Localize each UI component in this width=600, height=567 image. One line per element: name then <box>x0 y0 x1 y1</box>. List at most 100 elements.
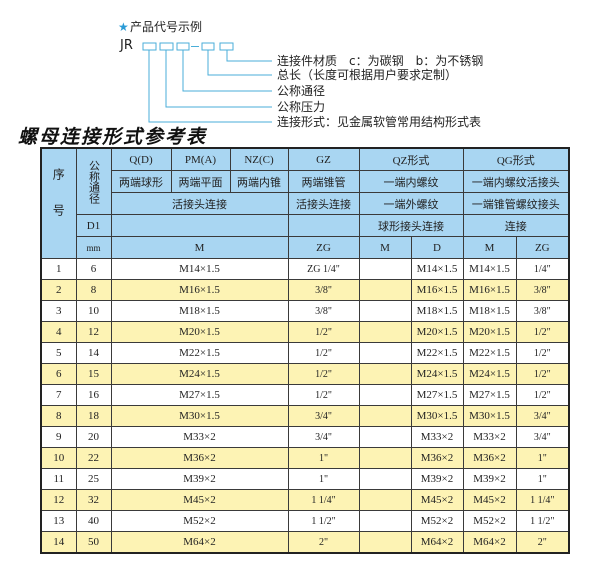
row-qz-m <box>358 489 412 511</box>
row-qz-m <box>358 384 412 406</box>
row-qg-zg: 1/2" <box>515 363 570 385</box>
row-thread-m: M20×1.5 <box>110 321 289 343</box>
row-dn: 6 <box>75 258 112 280</box>
leader-line <box>207 50 272 76</box>
header-row-ends: 两端球形 两端平面 两端内锥 两端锥管 一端内螺纹 一端内螺纹活接头 <box>41 170 570 193</box>
row-qz-m <box>358 279 412 301</box>
header-code: NZ(C) <box>229 147 289 171</box>
table-row: 9 20 M33×2 3/4" M33×2 M33×2 3/4" <box>40 426 570 448</box>
code-prefix: JR <box>120 38 133 53</box>
row-qz-m <box>358 531 412 554</box>
row-seq: 7 <box>40 384 77 406</box>
row-qg-m: M36×2 <box>462 447 517 469</box>
row-seq: 4 <box>40 321 77 343</box>
header-end: 一端内螺纹 <box>358 170 464 193</box>
code-slot-box <box>142 42 157 51</box>
table-body: 1 6 M14×1.5 ZG 1/4" M14×1.5 M14×1.5 1/4" 2 8 M16×… <box>40 258 570 554</box>
header-code: PM(A) <box>170 147 231 171</box>
row-qz-m <box>358 363 412 385</box>
header-empty <box>110 214 289 237</box>
header-empty <box>287 214 360 237</box>
row-qz-d: M52×2 <box>410 510 464 532</box>
row-thread-m: M16×1.5 <box>110 279 289 301</box>
table-row: 4 12 M20×1.5 1/2" M20×1.5 M20×1.5 1/2" <box>40 321 570 343</box>
table-row: 1 6 M14×1.5 ZG 1/4" M14×1.5 M14×1.5 1/4" <box>40 258 570 280</box>
row-qz-d: M33×2 <box>410 426 464 448</box>
row-zg: 3/8" <box>287 279 360 301</box>
table-row: 2 8 M16×1.5 3/8" M16×1.5 M16×1.5 3/8" <box>40 279 570 301</box>
table-row: 7 16 M27×1.5 1/2" M27×1.5 M27×1.5 1/2" <box>40 384 570 406</box>
label-connection-type: 连接形式：见金属软管常用结构形式表 <box>277 115 482 129</box>
table-row: 13 40 M52×2 1 1/2" M52×2 M52×2 1 1/2" <box>40 510 570 532</box>
row-dn: 25 <box>75 468 112 490</box>
header-unit: mm <box>75 236 112 259</box>
row-qz-m <box>358 258 412 280</box>
row-thread-m: M14×1.5 <box>110 258 289 280</box>
row-dn: 18 <box>75 405 112 427</box>
row-dn: 16 <box>75 384 112 406</box>
header-seq-text: 序号 <box>51 167 66 240</box>
row-seq: 9 <box>40 426 77 448</box>
header-conn: 一端外螺纹 <box>358 192 464 215</box>
row-qz-d: M27×1.5 <box>410 384 464 406</box>
row-qz-m <box>358 468 412 490</box>
row-qg-m: M18×1.5 <box>462 300 517 322</box>
row-qg-zg: 3/8" <box>515 300 570 322</box>
leader-line <box>226 50 272 62</box>
nut-connection-table: 序号 公称通径 Q(D) PM(A) NZ(C) GZ QZ形式 QG形式 两端… <box>40 147 571 554</box>
header-unit: M <box>358 236 412 259</box>
row-qz-m <box>358 321 412 343</box>
row-thread-m: M18×1.5 <box>110 300 289 322</box>
row-qg-m: M33×2 <box>462 426 517 448</box>
row-zg: 1" <box>287 468 360 490</box>
row-dn: 20 <box>75 426 112 448</box>
row-seq: 3 <box>40 300 77 322</box>
label-length: 总长（长度可根据用户要求定制） <box>277 68 458 82</box>
row-qg-zg: 1" <box>515 447 570 469</box>
header-conn2: 球形接头连接 <box>358 214 464 237</box>
table-title: 螺母连接形式参考表 <box>18 126 208 148</box>
row-zg: 1/2" <box>287 363 360 385</box>
row-qg-m: M27×1.5 <box>462 384 517 406</box>
row-zg: 3/4" <box>287 426 360 448</box>
row-seq: 8 <box>40 405 77 427</box>
header-dn-text: 公称通径 <box>87 159 101 204</box>
row-dn: 40 <box>75 510 112 532</box>
table-row: 8 18 M30×1.5 3/4" M30×1.5 M30×1.5 3/4" <box>40 405 570 427</box>
row-seq: 5 <box>40 342 77 364</box>
header-unit: M <box>110 236 289 259</box>
row-qg-zg: 1" <box>515 468 570 490</box>
row-qz-d: M36×2 <box>410 447 464 469</box>
row-seq: 13 <box>40 510 77 532</box>
code-example-heading: 产品代号示例 <box>130 20 203 34</box>
row-qg-zg: 1/2" <box>515 321 570 343</box>
row-zg: ZG 1/4" <box>287 258 360 280</box>
row-thread-m: M36×2 <box>110 447 289 469</box>
header-row-connection: 活接头连接 活接头连接 一端外螺纹 一端锥管螺纹接头 <box>41 192 570 215</box>
row-dn: 14 <box>75 342 112 364</box>
row-qz-d: M39×2 <box>410 468 464 490</box>
row-qz-d: M64×2 <box>410 531 464 554</box>
code-slot-box <box>219 42 234 51</box>
row-qg-m: M24×1.5 <box>462 363 517 385</box>
row-seq: 10 <box>40 447 77 469</box>
row-dn: 8 <box>75 279 112 301</box>
row-zg: 1/2" <box>287 342 360 364</box>
header-end: 两端内锥 <box>229 170 289 193</box>
row-qg-m: M22×1.5 <box>462 342 517 364</box>
row-dn: 15 <box>75 363 112 385</box>
leader-line <box>182 50 272 92</box>
row-dn: 32 <box>75 489 112 511</box>
header-end: 两端球形 <box>110 170 172 193</box>
row-thread-m: M24×1.5 <box>110 363 289 385</box>
row-qg-m: M52×2 <box>462 510 517 532</box>
header-code: GZ <box>287 147 360 171</box>
header-end: 一端内螺纹活接头 <box>462 170 570 193</box>
row-seq: 11 <box>40 468 77 490</box>
table-row: 3 10 M18×1.5 3/8" M18×1.5 M18×1.5 3/8" <box>40 300 570 322</box>
table-row: 5 14 M22×1.5 1/2" M22×1.5 M22×1.5 1/2" <box>40 342 570 364</box>
row-dn: 50 <box>75 531 112 554</box>
header-end: 两端平面 <box>170 170 231 193</box>
row-qz-m <box>358 300 412 322</box>
